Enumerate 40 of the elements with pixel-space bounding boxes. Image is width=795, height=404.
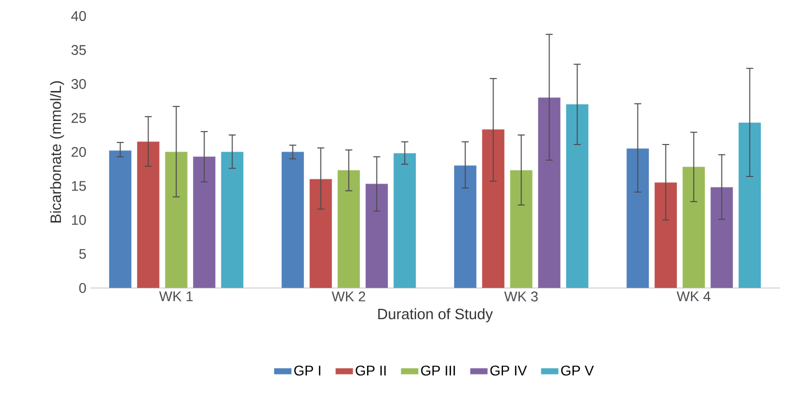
y-tick-label: 35 bbox=[71, 45, 86, 55]
bar bbox=[738, 122, 761, 288]
x-axis-title: Duration of Study bbox=[378, 308, 493, 322]
bar bbox=[454, 165, 476, 288]
bar bbox=[566, 104, 588, 288]
bar bbox=[654, 182, 677, 288]
y-tick-label: 20 bbox=[72, 147, 86, 157]
bar bbox=[165, 152, 188, 288]
x-tick-label: WK 2 bbox=[332, 292, 366, 302]
legend-label: GP IV bbox=[490, 366, 527, 376]
y-tick-label: 40 bbox=[71, 11, 86, 21]
bar bbox=[109, 150, 132, 288]
legend-label: GP III bbox=[421, 366, 455, 376]
x-tick-label: WK 1 bbox=[159, 292, 193, 302]
legend-label: GP II bbox=[356, 366, 386, 376]
bar bbox=[510, 170, 532, 288]
bar bbox=[394, 153, 416, 288]
y-tick-label: 10 bbox=[72, 215, 86, 225]
bar bbox=[221, 152, 244, 288]
legend-label: GP I bbox=[294, 366, 320, 376]
y-tick-label: 5 bbox=[79, 249, 86, 259]
y-tick-label: 0 bbox=[79, 283, 86, 293]
y-tick-label: 30 bbox=[71, 79, 86, 89]
bar bbox=[626, 148, 649, 288]
bar bbox=[366, 184, 388, 288]
bar bbox=[682, 166, 705, 288]
y-tick-label: 25 bbox=[72, 113, 86, 123]
y-axis-title: Bicarbonate (mmol/L) bbox=[50, 81, 64, 222]
bar bbox=[338, 170, 360, 288]
y-tick-label: 15 bbox=[72, 181, 86, 191]
bar bbox=[282, 152, 304, 288]
bar bbox=[710, 187, 733, 288]
bar bbox=[538, 97, 560, 288]
bar bbox=[137, 142, 160, 288]
x-tick-label: WK 3 bbox=[504, 292, 538, 302]
bar bbox=[193, 156, 216, 288]
bar bbox=[482, 129, 504, 288]
x-tick-label: WK 4 bbox=[676, 292, 710, 302]
legend-label: GP V bbox=[561, 366, 594, 376]
bar bbox=[310, 178, 332, 288]
